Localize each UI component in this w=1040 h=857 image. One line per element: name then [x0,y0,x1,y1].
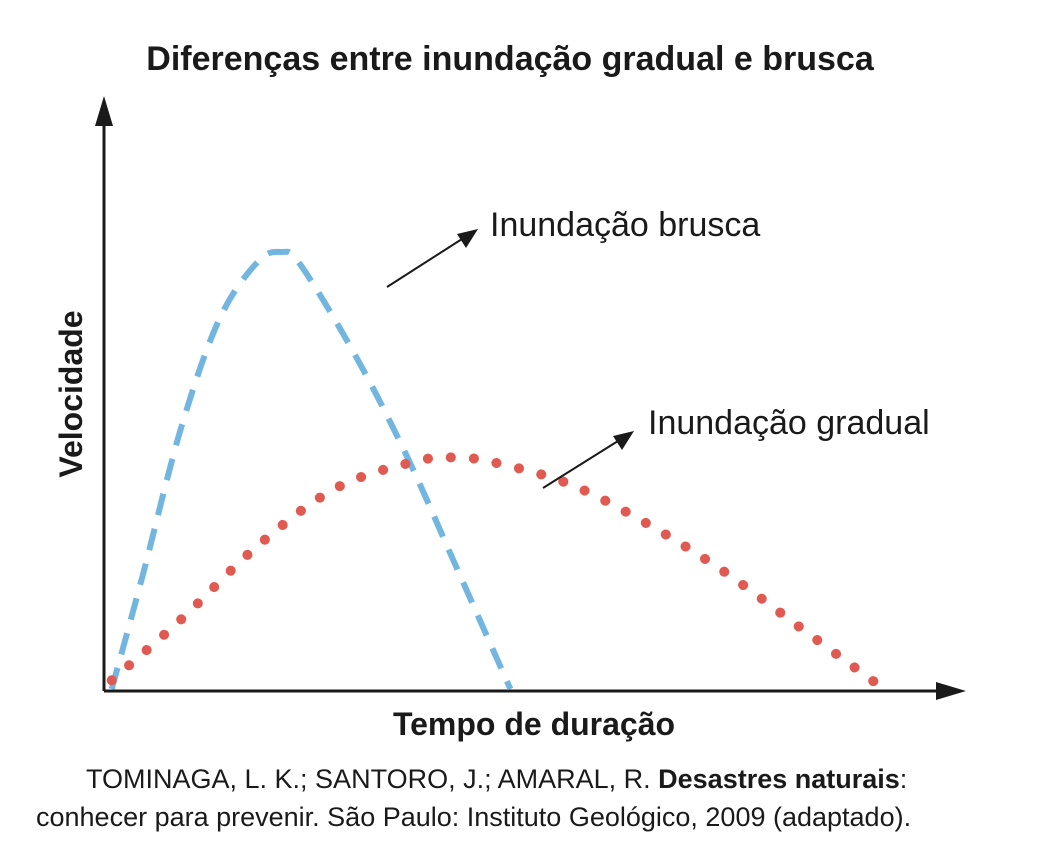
annotation-arrow-gradual [542,440,619,489]
chart-title: Diferenças entre inundação gradual e bru… [146,40,875,78]
series-layer [106,248,883,691]
series-line-inundacao-gradual [106,452,883,690]
annotation-label-brusca: Inundação brusca [490,206,760,244]
annotation-arrowhead-brusca [457,229,478,248]
source-line-2: conhecer para prevenir. São Paulo: Insti… [36,802,912,832]
y-axis-label: Velocidade [53,310,89,477]
source-authors: TOMINAGA, L. K.; SANTORO, J.; AMARAL, R. [86,764,659,794]
chart: Diferenças entre inundação gradual e bru… [53,40,966,742]
source-line-1: TOMINAGA, L. K.; SANTORO, J.; AMARAL, R.… [0,760,1040,798]
annotation-arrow-brusca [386,238,463,288]
y-axis-arrowhead [95,96,113,126]
series-line-inundacao-brusca [108,248,514,691]
source-colon: : [899,764,908,794]
x-axis-label: Tempo de duração [393,706,675,742]
annotation-arrowhead-gradual [613,431,634,450]
source-citation: TOMINAGA, L. K.; SANTORO, J.; AMARAL, R.… [0,760,1040,836]
annotation-label-gradual: Inundação gradual [648,404,930,442]
source-book-title: Desastres naturais [658,764,900,794]
x-axis-arrowhead [936,682,966,700]
